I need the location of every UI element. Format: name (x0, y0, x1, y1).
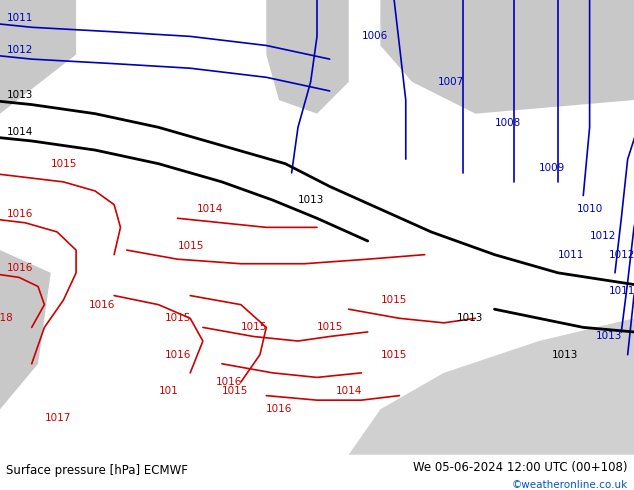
Text: 1015: 1015 (178, 241, 204, 250)
Text: 1013: 1013 (456, 313, 483, 323)
Text: 1014: 1014 (197, 204, 223, 214)
Text: 1015: 1015 (317, 322, 344, 332)
Text: 1009: 1009 (539, 163, 565, 173)
Text: 1016: 1016 (266, 404, 293, 414)
Polygon shape (349, 318, 634, 455)
Text: 1015: 1015 (165, 313, 191, 323)
Text: 1013: 1013 (6, 91, 33, 100)
Text: 1008: 1008 (495, 118, 521, 128)
Text: 1015: 1015 (380, 350, 407, 360)
Text: 1011: 1011 (609, 286, 634, 296)
Text: 1015: 1015 (222, 386, 249, 396)
Text: 1013: 1013 (298, 195, 325, 205)
Text: 1016: 1016 (6, 209, 33, 219)
Text: 1016: 1016 (6, 263, 33, 273)
Text: 1017: 1017 (44, 414, 71, 423)
Text: 1016: 1016 (89, 300, 115, 310)
Text: 1016: 1016 (165, 350, 191, 360)
Text: 101: 101 (158, 386, 178, 396)
Polygon shape (0, 0, 76, 114)
Text: 1010: 1010 (577, 204, 603, 214)
Text: ©weatheronline.co.uk: ©weatheronline.co.uk (512, 480, 628, 490)
Text: 1014: 1014 (6, 127, 33, 137)
Text: 1013: 1013 (552, 350, 578, 360)
Text: 1014: 1014 (336, 386, 363, 396)
Text: 1006: 1006 (361, 31, 387, 41)
Text: 1013: 1013 (596, 332, 623, 342)
Text: We 05-06-2024 12:00 UTC (00+108): We 05-06-2024 12:00 UTC (00+108) (413, 461, 628, 473)
Text: 1012: 1012 (590, 231, 616, 242)
Text: 1011: 1011 (6, 13, 33, 23)
Text: Surface pressure [hPa] ECMWF: Surface pressure [hPa] ECMWF (6, 464, 188, 477)
Text: 1016: 1016 (216, 377, 242, 387)
Text: 1007: 1007 (437, 77, 463, 87)
Polygon shape (266, 0, 349, 114)
Polygon shape (0, 250, 51, 455)
Text: 1011: 1011 (558, 249, 585, 260)
Text: 1015: 1015 (241, 322, 268, 332)
Text: 1012: 1012 (6, 45, 33, 55)
Text: 1015: 1015 (380, 295, 407, 305)
Polygon shape (380, 0, 634, 114)
Text: 1012: 1012 (609, 249, 634, 260)
Text: 1015: 1015 (51, 159, 77, 169)
Text: 018: 018 (0, 313, 13, 323)
